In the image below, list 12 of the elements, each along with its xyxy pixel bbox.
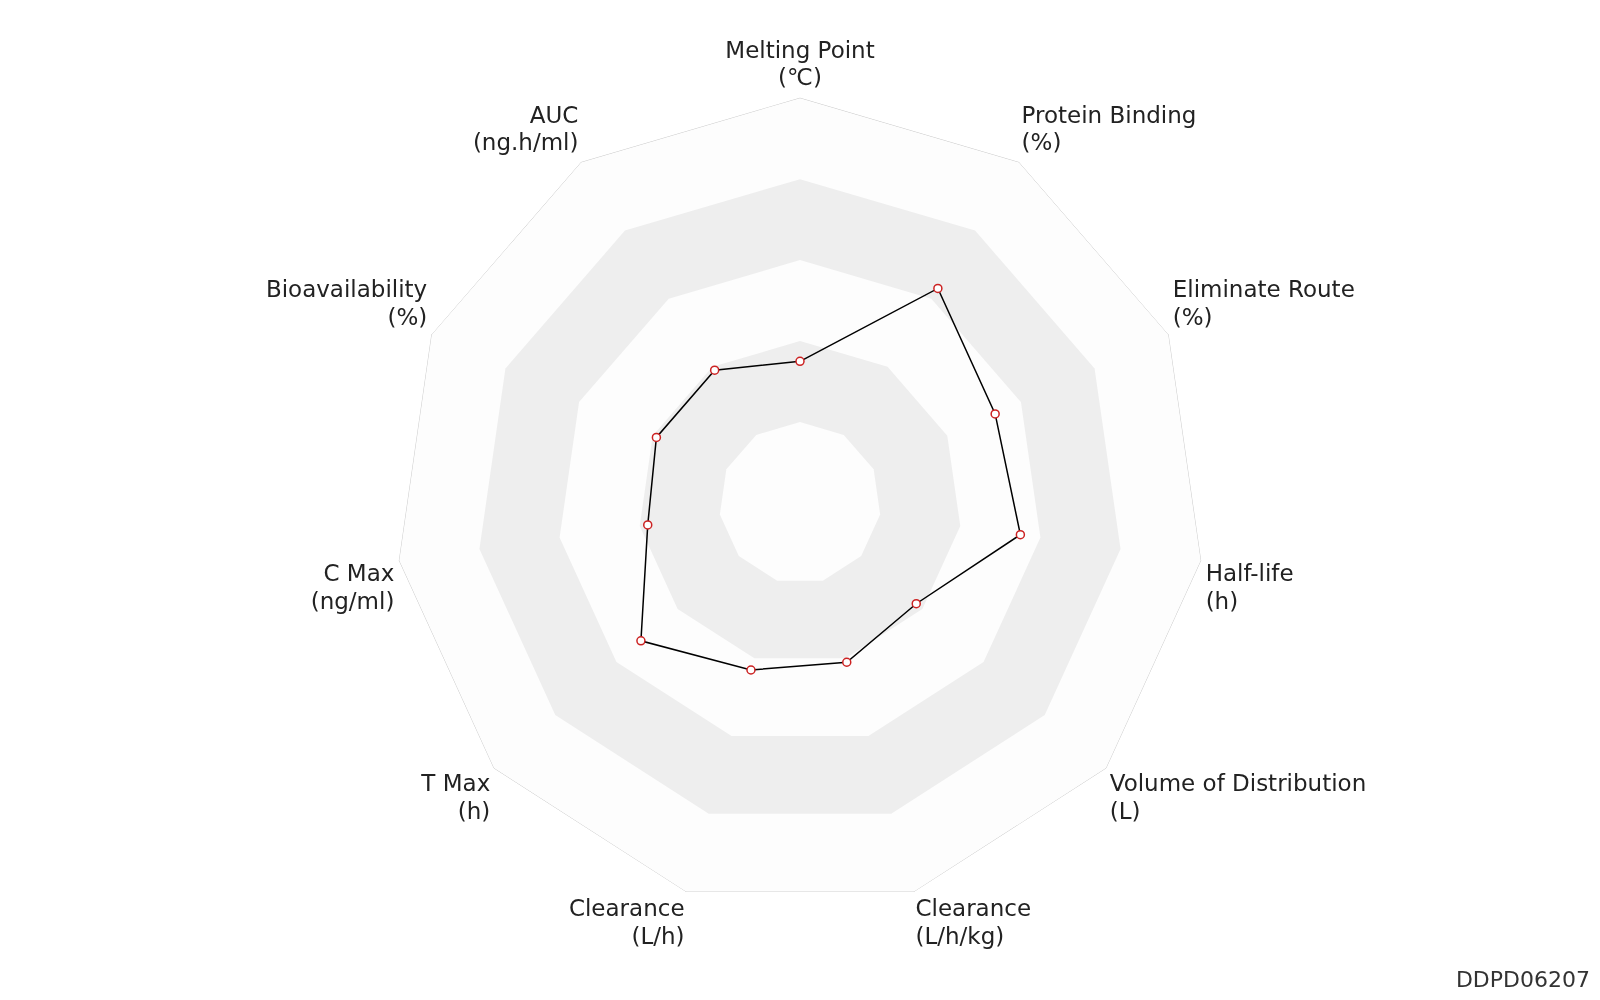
spoke-label: Protein Binding (%) bbox=[1021, 101, 1197, 156]
spoke-label: AUC (ng.h/ml) bbox=[472, 101, 579, 156]
spoke-label: Clearance (L/h) bbox=[568, 894, 685, 949]
spoke-label: Bioavailability (%) bbox=[265, 276, 428, 330]
spoke-label: Melting Point (℃) bbox=[725, 36, 875, 91]
spoke-label: Half-life (h) bbox=[1205, 560, 1294, 614]
spoke-label: Volume of Distribution (L) bbox=[1109, 770, 1367, 824]
spoke-label: Clearance (L/h/kg) bbox=[915, 894, 1032, 949]
spoke-label: T Max (h) bbox=[420, 770, 491, 824]
text: DDPD06207 bbox=[1455, 967, 1590, 992]
spoke-label: C Max (ng/ml) bbox=[310, 560, 395, 614]
spoke-label: Eliminate Route (%) bbox=[1172, 276, 1355, 330]
